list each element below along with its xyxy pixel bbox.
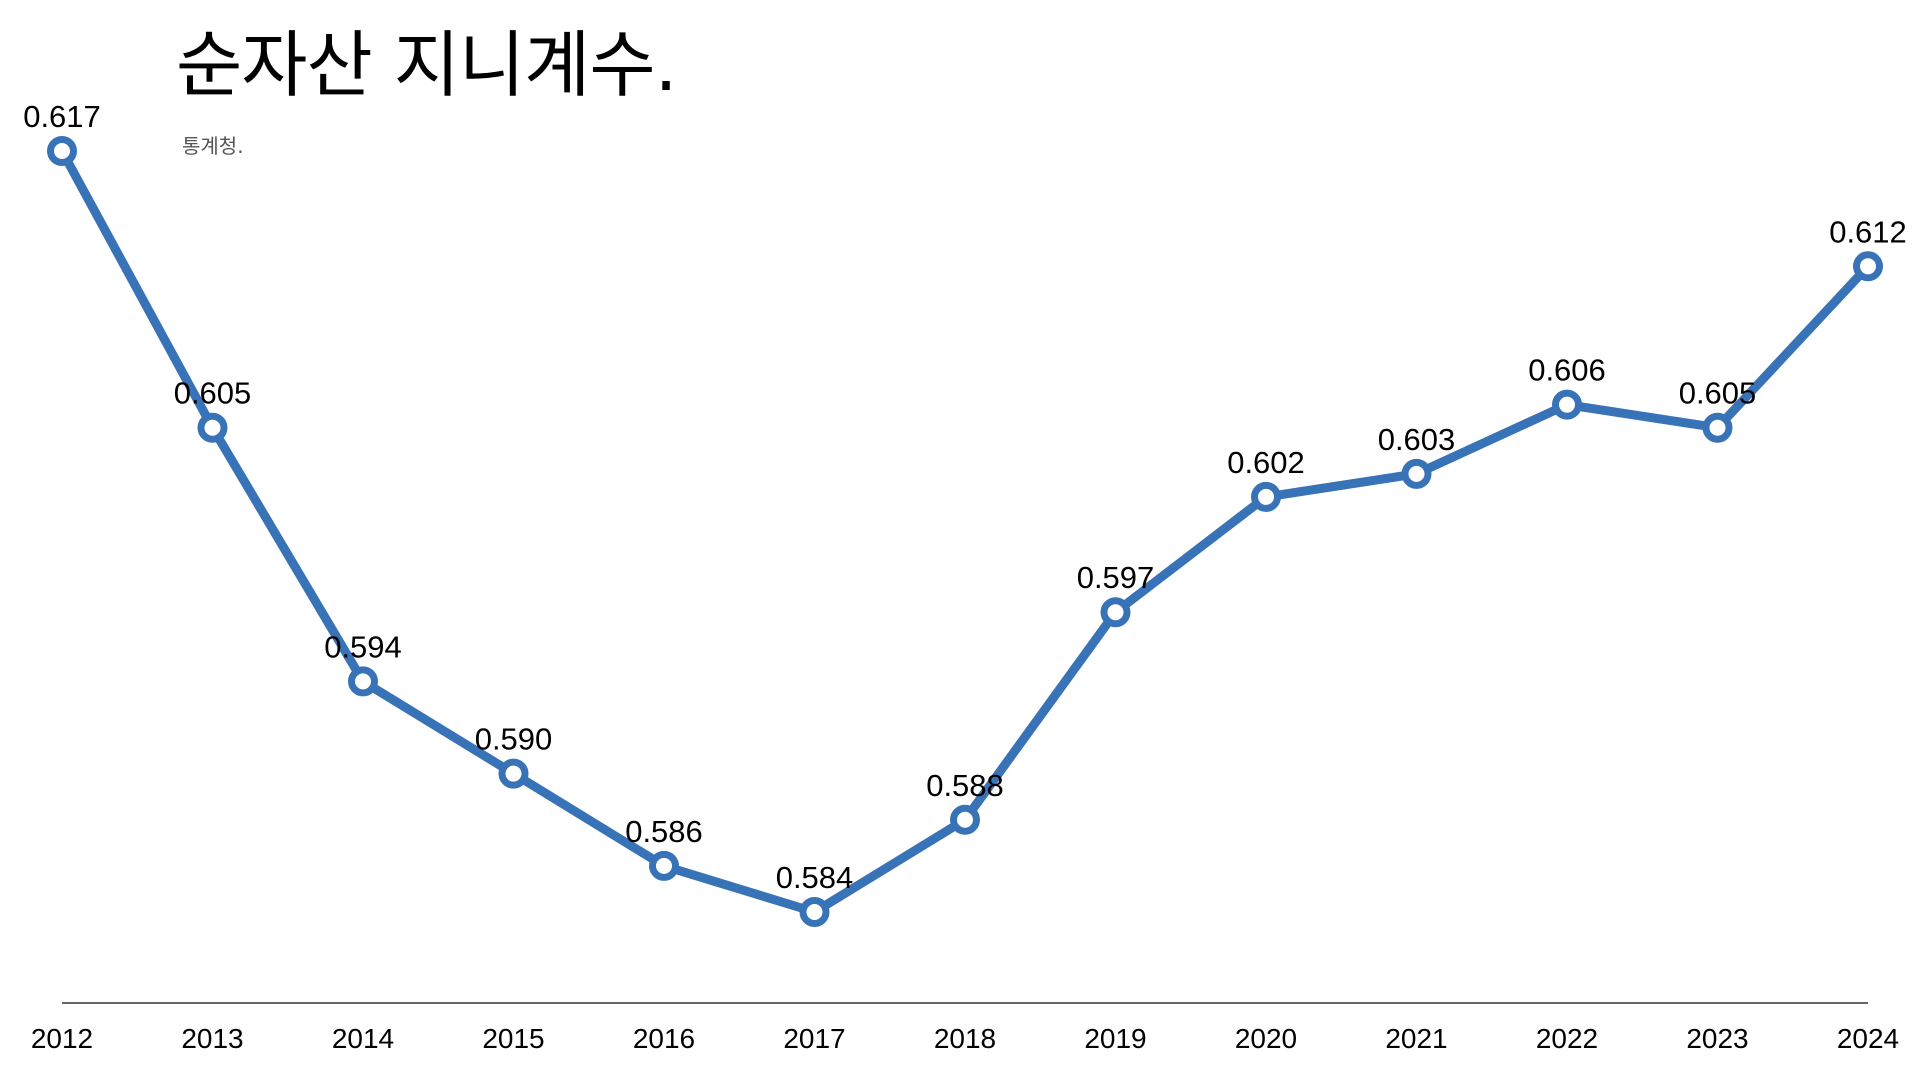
x-tick-label-2020: 2020 — [1235, 1023, 1297, 1054]
data-label-2016: 0.586 — [625, 814, 703, 849]
data-point-2016 — [649, 850, 679, 881]
data-point-2020 — [1251, 481, 1281, 512]
data-label-2013: 0.605 — [174, 376, 252, 411]
x-axis-tick-labels: 2012 2013 2014 2015 2016 2017 2018 2019 2020 2021… — [31, 1023, 1899, 1054]
series-markers — [47, 136, 1883, 927]
data-point-2015 — [498, 758, 529, 789]
data-label-2017: 0.584 — [776, 860, 854, 895]
data-labels: 0.617 0.605 0.594 0.590 0.586 0.584 0.588 0.597… — [23, 99, 1907, 895]
data-label-2021: 0.603 — [1378, 422, 1456, 457]
x-tick-label-2024: 2024 — [1837, 1023, 1899, 1054]
data-point-2013 — [197, 412, 228, 443]
data-point-2021 — [1401, 458, 1432, 489]
x-tick-label-2017: 2017 — [783, 1023, 845, 1054]
data-label-2022: 0.606 — [1528, 353, 1606, 388]
x-tick-label-2022: 2022 — [1536, 1023, 1598, 1054]
data-label-2020: 0.602 — [1227, 445, 1305, 480]
x-tick-label-2023: 2023 — [1686, 1023, 1748, 1054]
chart-subtitle: 통계청. — [182, 134, 244, 158]
data-point-2014 — [348, 666, 378, 697]
data-point-2023 — [1702, 412, 1733, 443]
data-label-2015: 0.590 — [475, 722, 553, 757]
x-tick-label-2021: 2021 — [1385, 1023, 1447, 1054]
data-label-2018: 0.588 — [926, 768, 1004, 803]
data-label-2024: 0.612 — [1829, 214, 1907, 249]
data-point-2012 — [47, 136, 77, 166]
data-point-2019 — [1100, 597, 1131, 628]
data-point-2024 — [1853, 251, 1883, 282]
x-tick-label-2018: 2018 — [934, 1023, 996, 1054]
x-tick-label-2019: 2019 — [1084, 1023, 1146, 1054]
x-tick-label-2014: 2014 — [332, 1023, 394, 1054]
x-tick-label-2015: 2015 — [482, 1023, 544, 1054]
chart-title: 순자산 지니계수. — [176, 23, 677, 107]
data-point-2017 — [799, 897, 830, 927]
data-label-2019: 0.597 — [1077, 560, 1155, 595]
x-tick-label-2013: 2013 — [181, 1023, 243, 1054]
data-point-2018 — [950, 804, 980, 835]
data-label-2014: 0.594 — [324, 629, 402, 664]
x-tick-label-2016: 2016 — [633, 1023, 695, 1054]
x-tick-label-2012: 2012 — [31, 1023, 93, 1054]
data-label-2012: 0.617 — [23, 99, 101, 134]
data-label-2023: 0.605 — [1679, 376, 1757, 411]
data-point-2022 — [1552, 389, 1582, 420]
